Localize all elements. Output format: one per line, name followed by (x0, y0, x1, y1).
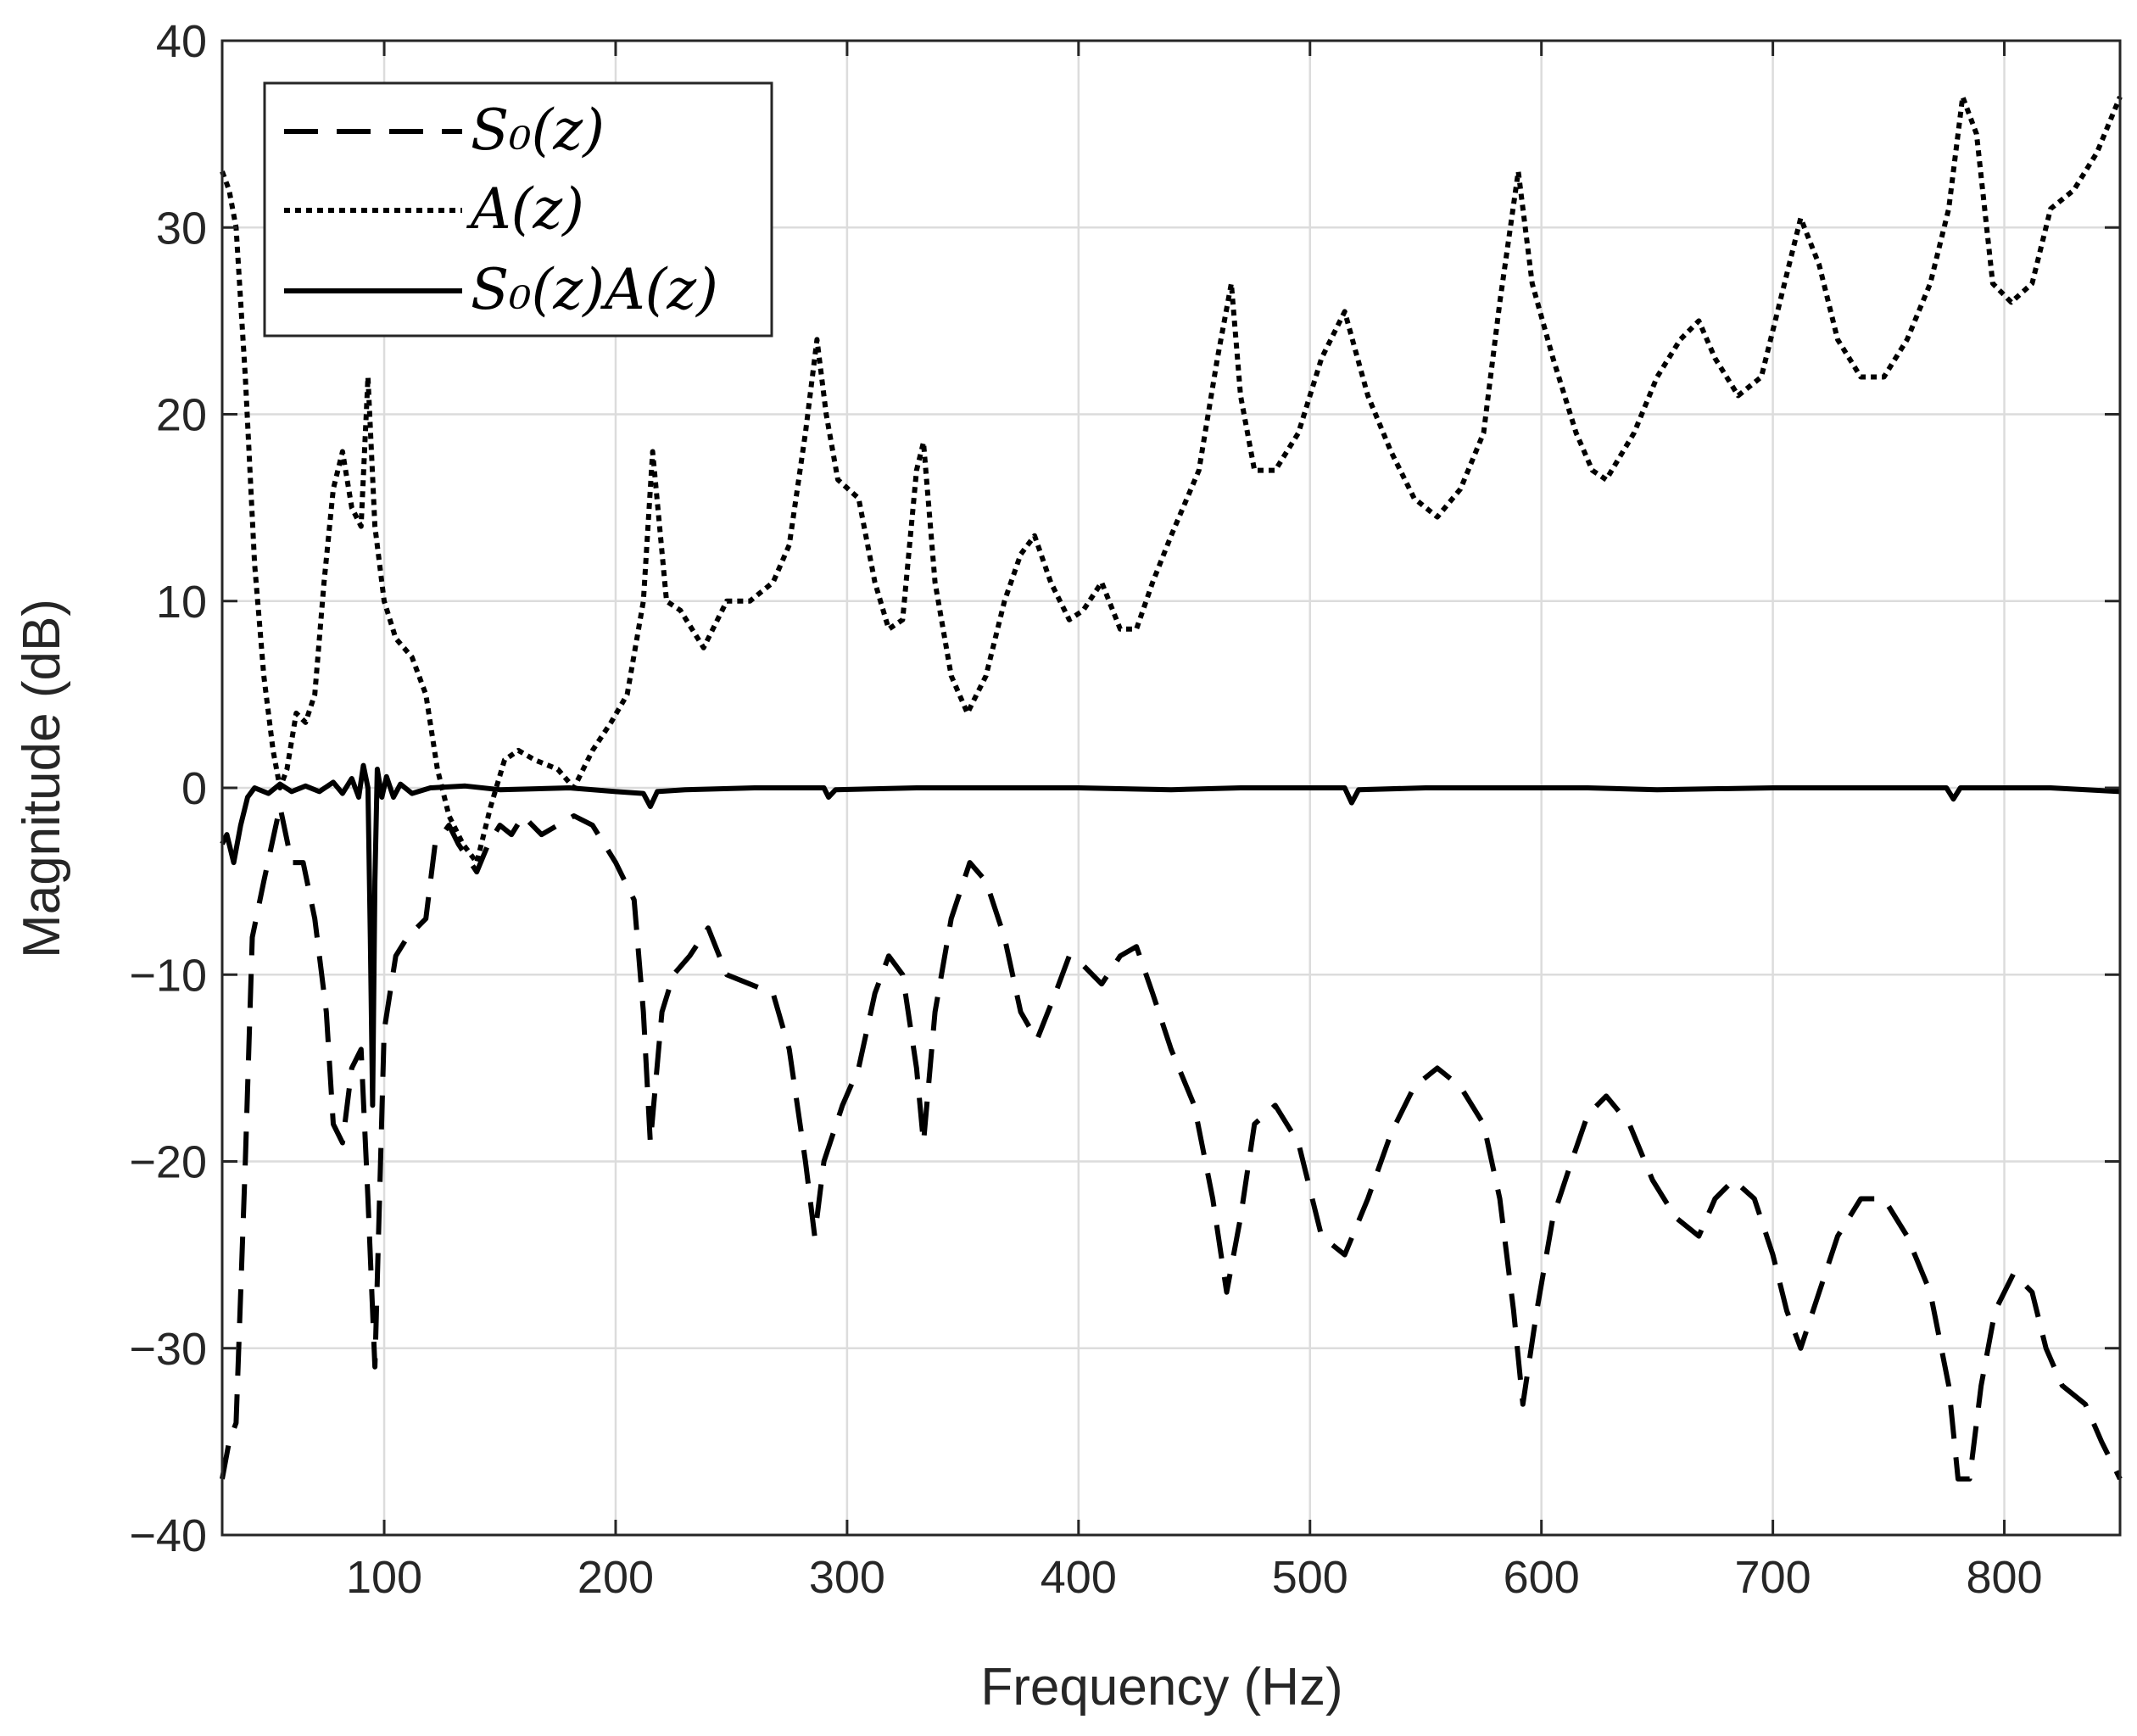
axes (220, 39, 2122, 1537)
x-tick-label: 800 (1966, 1552, 2042, 1603)
y-tick-label: 40 (156, 16, 207, 67)
y-tick-label: 30 (156, 203, 207, 254)
series-line-s0a (220, 762, 2121, 1108)
y-tick-label: 0 (181, 763, 207, 814)
y-tick-label: 10 (156, 577, 207, 628)
y-tick-label: −10 (129, 950, 207, 1001)
x-tick-label: 400 (1041, 1552, 1117, 1603)
x-tick-label: 700 (1735, 1552, 1811, 1603)
x-axis-label: Frequency (Hz) (980, 1658, 1342, 1716)
legend: S₀(z) A(z) S₀(z)A(z) (263, 81, 773, 338)
x-tick-label: 300 (809, 1552, 885, 1603)
tick-labels: 100 200 300 400 500 600 700 800 −40 −30 −20 −10 0 10 2… (129, 16, 2042, 1603)
y-tick-label: 20 (156, 390, 207, 441)
y-axis-label: Magnitude (dB) (13, 599, 71, 958)
series-group (220, 94, 2123, 1482)
x-tick-label: 100 (346, 1552, 422, 1603)
y-tick-label: −20 (129, 1137, 207, 1188)
x-tick-label: 600 (1504, 1552, 1580, 1603)
legend-label-a: A(z) (466, 176, 584, 242)
y-tick-label: −40 (129, 1510, 207, 1561)
legend-label-s0a: S₀(z)A(z) (471, 257, 718, 322)
legend-label-s0: S₀(z) (471, 98, 605, 163)
x-tick-label: 200 (577, 1552, 654, 1603)
y-tick-label: −30 (129, 1324, 207, 1375)
series-line-s0 (220, 804, 2123, 1482)
legend-box (263, 81, 773, 338)
series-line-a (220, 94, 2123, 866)
plot-frame (220, 39, 2122, 1537)
x-tick-label: 500 (1272, 1552, 1348, 1603)
